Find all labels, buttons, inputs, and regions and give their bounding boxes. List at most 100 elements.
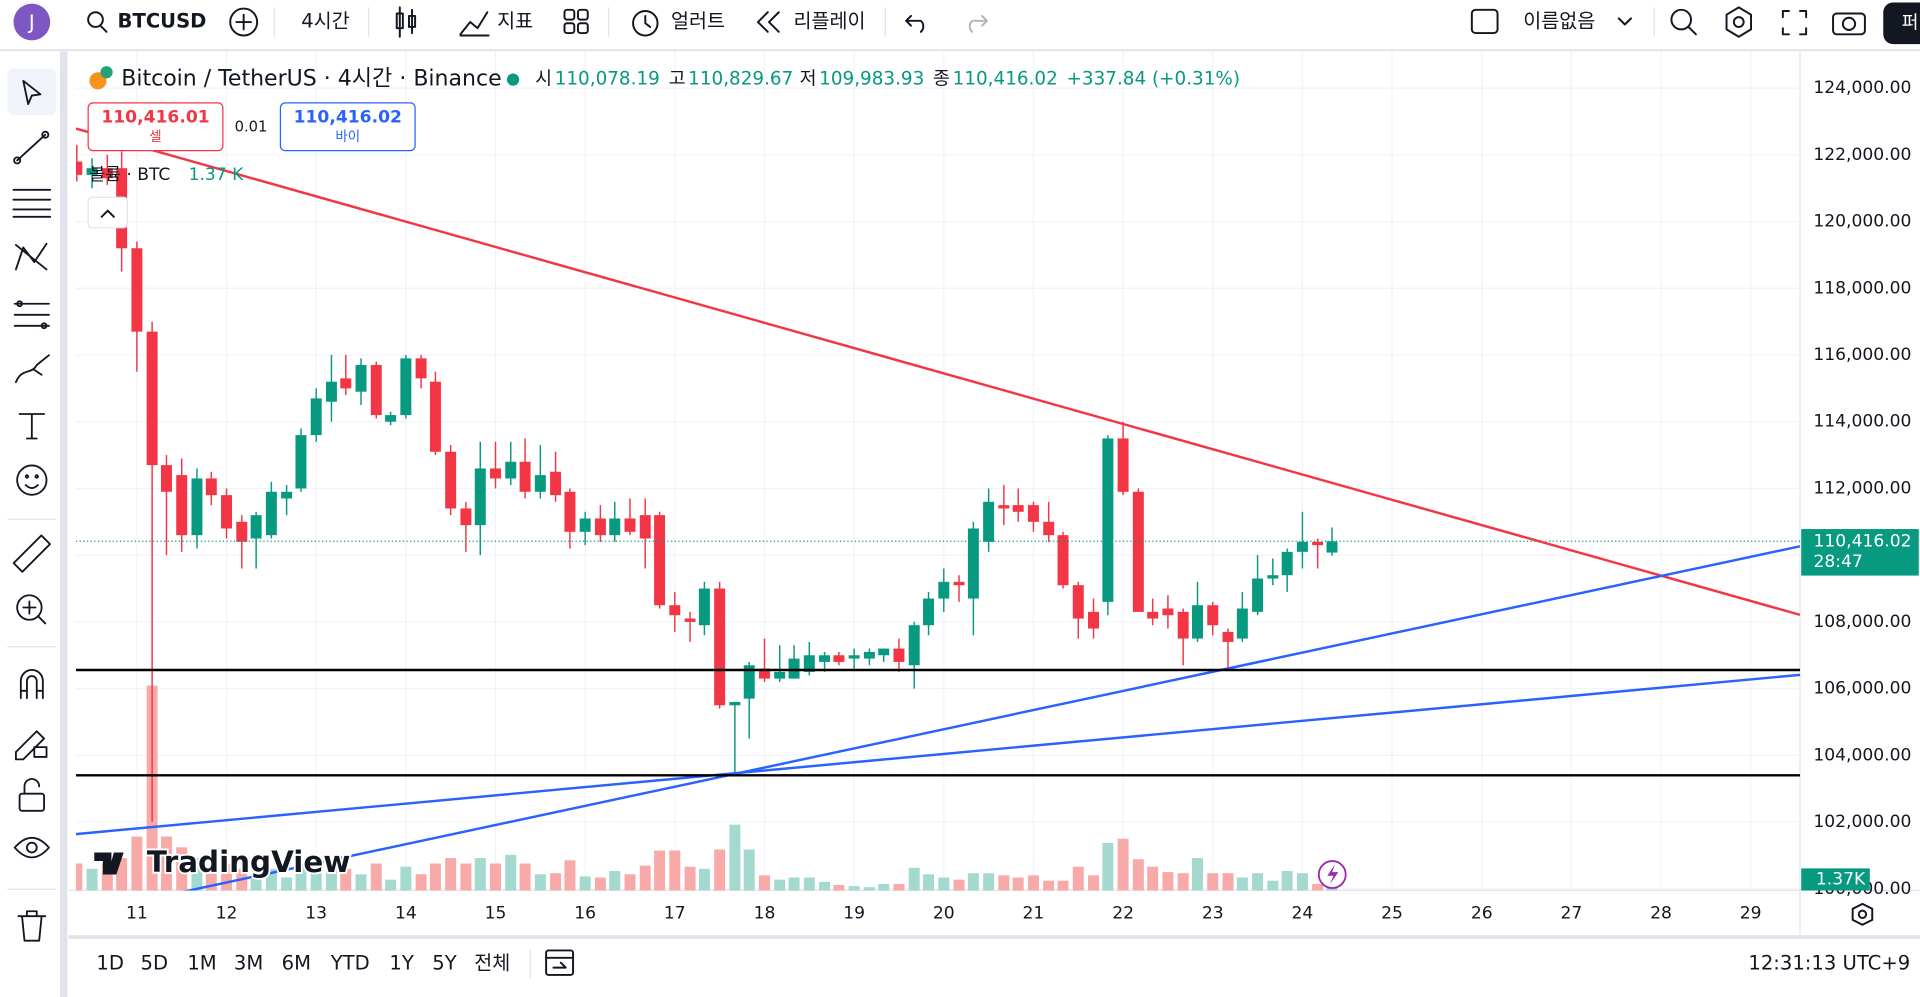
candle-body (998, 505, 1010, 509)
candle-body (160, 465, 172, 492)
volume-bar (86, 868, 98, 891)
axis-settings[interactable] (1851, 902, 1874, 926)
layout-icon[interactable] (1470, 8, 1499, 35)
candle-body (863, 651, 875, 659)
alert-icon[interactable] (632, 10, 659, 37)
magnet-tool[interactable] (19, 669, 44, 700)
layout-name[interactable]: 이름없음 (1523, 10, 1595, 33)
volume-bar (953, 879, 965, 891)
forecast-tool[interactable] (13, 300, 50, 330)
range-button[interactable]: 1M (187, 951, 216, 974)
last-price-label: 110,416.02 (1813, 531, 1911, 551)
candle-body (1207, 605, 1219, 626)
candle-body (1043, 521, 1055, 536)
candle-body (281, 491, 293, 499)
layouts-icon[interactable] (563, 8, 589, 35)
volume-bar (1012, 877, 1024, 891)
fullscreen[interactable] (1781, 10, 1808, 36)
volume-bar (1222, 873, 1234, 891)
delete-tool[interactable] (17, 910, 47, 942)
replay-icon[interactable] (756, 11, 780, 33)
text-tool[interactable] (18, 413, 45, 440)
ohlc-value: 109,983.93 (819, 69, 924, 90)
candle-body (519, 461, 531, 492)
volume-bar (594, 877, 606, 891)
candle-body (983, 501, 995, 542)
candle-body (1072, 585, 1084, 619)
zoom-tool[interactable] (16, 594, 47, 625)
y-tick-label: 112,000.00 (1813, 478, 1911, 498)
range-button[interactable]: 1Y (389, 951, 413, 974)
emoji-tool[interactable] (16, 464, 48, 496)
chevron[interactable] (1617, 17, 1632, 26)
redo[interactable] (968, 14, 988, 33)
volume-bar (833, 885, 845, 891)
lock-drawing-tool[interactable] (15, 730, 48, 761)
settings[interactable] (1725, 6, 1752, 38)
candle-body (893, 648, 905, 662)
trend-tool[interactable] (13, 130, 50, 165)
fib-tool[interactable] (12, 188, 52, 218)
range-button[interactable]: 전체 (474, 951, 510, 974)
range-button[interactable]: 1D (96, 951, 124, 974)
candle-body (101, 168, 113, 179)
logo-text: TradingView (147, 845, 350, 879)
quick-search[interactable] (1670, 8, 1697, 36)
volume-bar (743, 849, 755, 891)
avatar[interactable] (13, 3, 51, 41)
candle-body (1027, 505, 1039, 522)
candle-body (1162, 608, 1174, 616)
symbol[interactable]: BTCUSD (118, 10, 207, 33)
range-button[interactable]: 3M (234, 951, 263, 974)
candle-body (953, 581, 965, 586)
candle-body (265, 491, 277, 536)
y-tick-label: 108,000.00 (1813, 612, 1911, 632)
brush-tool[interactable] (15, 354, 50, 384)
candle-body (131, 248, 143, 332)
date-range-icon[interactable] (545, 949, 575, 976)
publish-button[interactable] (1883, 2, 1920, 45)
lock-tool[interactable] (18, 778, 45, 812)
volume-bar (325, 863, 337, 891)
x-tick-label: 25 (1381, 904, 1403, 924)
pattern-tool[interactable] (15, 242, 48, 271)
support-trendline[interactable] (183, 545, 1800, 891)
replay[interactable]: 리플레이 (793, 10, 865, 33)
screenshot[interactable] (1832, 12, 1866, 36)
candle-body (1192, 605, 1203, 639)
candle-body (908, 625, 920, 666)
candle-body (415, 358, 427, 379)
ohlc-value: 110,829.67 (688, 69, 793, 90)
last-price-box (1801, 529, 1919, 576)
range-button[interactable]: YTD (330, 951, 370, 974)
undo[interactable] (905, 14, 925, 33)
volume-bar (131, 836, 143, 891)
volume-bar (1057, 880, 1069, 891)
alerts[interactable]: 얼러트 (671, 10, 725, 33)
indicators-icon[interactable] (459, 11, 490, 37)
interval[interactable]: 4시간 (301, 10, 349, 33)
volume-bar (1252, 873, 1264, 891)
volume-bar (1177, 873, 1189, 891)
ohlc-value: 110,078.19 (555, 69, 660, 90)
indicators[interactable]: 지표 (497, 10, 533, 33)
candle-body (550, 471, 562, 496)
cursor-tool[interactable] (7, 68, 57, 116)
support-trendline[interactable] (75, 673, 1800, 836)
range-button[interactable]: 5Y (432, 951, 456, 974)
chart-type-icon[interactable] (395, 6, 417, 38)
resistance-trendline[interactable] (75, 127, 1800, 617)
candle-body (1222, 631, 1234, 642)
range-button[interactable]: 5D (141, 951, 169, 974)
volume-bar (1072, 866, 1084, 891)
sell-button[interactable] (87, 102, 224, 152)
collapse-button[interactable] (87, 196, 128, 229)
change: +337.84 (+0.31%) (1067, 69, 1240, 90)
volume-label-box (1801, 868, 1870, 891)
range-button[interactable]: 6M (282, 951, 311, 974)
candle-body (250, 515, 262, 539)
y-tick-label: 120,000.00 (1813, 212, 1911, 232)
visibility-tool[interactable] (13, 836, 50, 859)
measure-tool[interactable] (12, 534, 51, 573)
buy-button[interactable] (279, 102, 416, 152)
